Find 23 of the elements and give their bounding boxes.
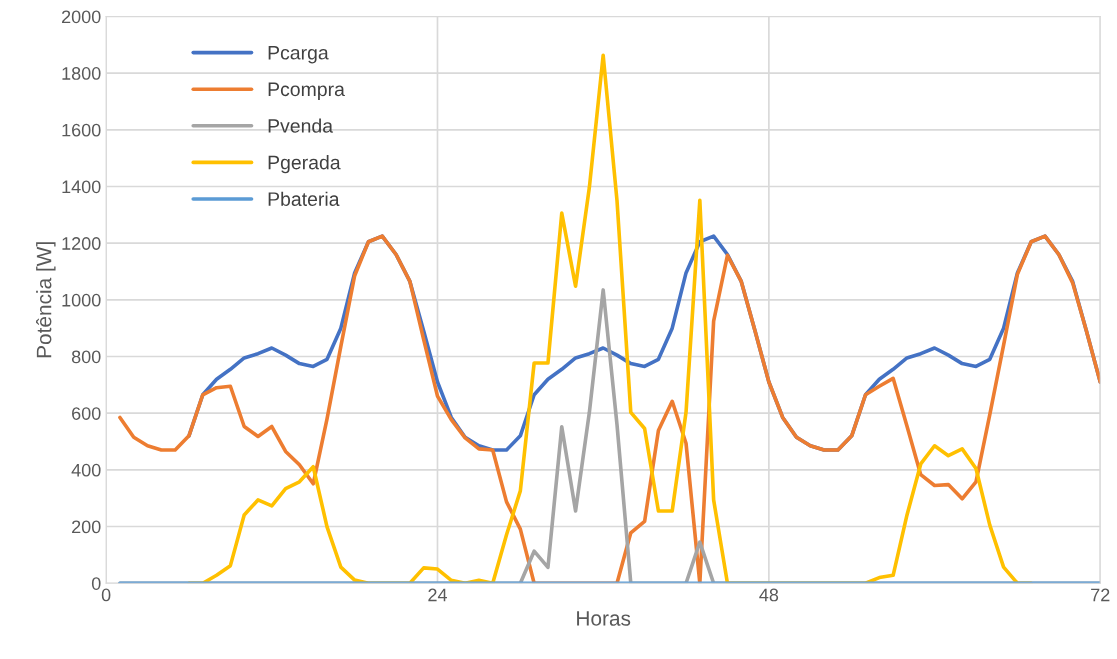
y-axis-title: Potência [W]	[36, 242, 56, 358]
y-tick-label: 200	[72, 520, 101, 534]
y-tick-label: 400	[71, 463, 101, 477]
x-tick-label: 48	[759, 588, 779, 602]
x-tick-label: 0	[101, 588, 111, 602]
y-tick-label: 1800	[62, 67, 101, 80]
x-tick-label: 72	[1091, 588, 1110, 602]
y-tick-label: 0	[91, 577, 101, 590]
y-tick-label: 1000	[62, 293, 101, 307]
y-tick-label: 1400	[62, 180, 101, 194]
y-tick-label: 1200	[62, 237, 101, 250]
y-tick-label: 1600	[62, 123, 101, 137]
legend-label: Pgerada	[268, 155, 341, 174]
x-axis-title: Horas	[577, 611, 631, 626]
legend-label: Pcompra	[268, 82, 345, 101]
y-tick-label: 2000	[62, 10, 101, 24]
legend-label: Pbateria	[268, 191, 340, 206]
y-tick-label: 800	[71, 350, 101, 364]
legend-label: Pcarga	[268, 46, 329, 64]
x-tick-label: 24	[428, 588, 448, 602]
y-tick-label: 600	[72, 407, 101, 420]
legend-label: Pvenda	[268, 118, 334, 133]
line-series	[118, 234, 1101, 584]
